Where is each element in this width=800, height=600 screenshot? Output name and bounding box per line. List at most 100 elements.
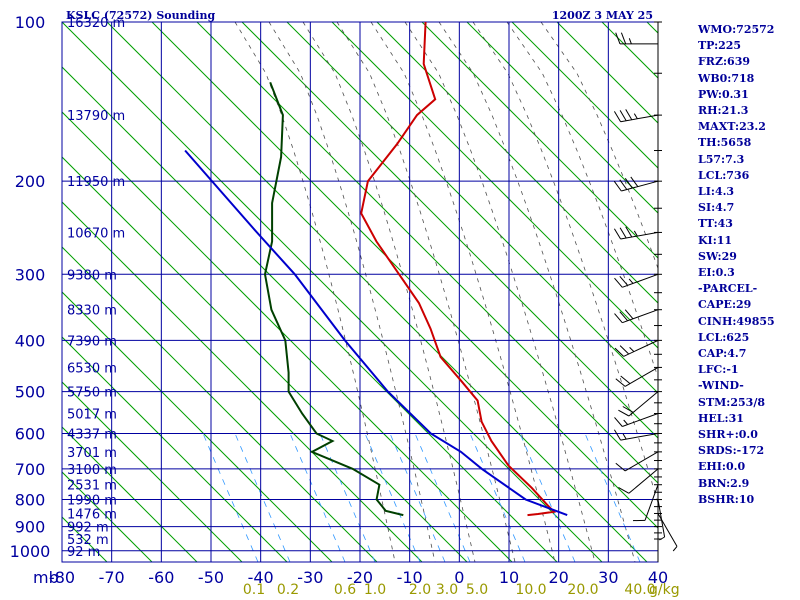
wind-barb	[621, 180, 659, 192]
mixing-ratio-label: 3.0	[436, 582, 458, 598]
wind-barb-flag	[620, 32, 627, 45]
height-label: 1990 m	[67, 494, 117, 509]
dry-adiabats	[62, 22, 658, 562]
wind-barb-flag	[614, 277, 623, 288]
dry-adiabat-line	[62, 471, 153, 562]
stat-entry: HEL:31	[698, 411, 744, 425]
stat-entry: RH:21.3	[698, 104, 749, 117]
stat-entry: EI:0.3	[698, 266, 735, 279]
wind-barb-flag	[619, 110, 627, 121]
wind-barb-flag	[624, 178, 633, 189]
mixing-ratio-line	[319, 433, 376, 562]
moist-adiabat-line	[472, 22, 658, 505]
pressure-tick-label: 900	[15, 518, 46, 537]
height-label: 3100 m	[67, 463, 117, 478]
stat-entry: LCL:736	[698, 168, 750, 182]
stat-entry: TH:5658	[698, 136, 752, 150]
wind-barb	[624, 366, 659, 387]
height-label: 992 m	[67, 521, 109, 536]
wind-barb	[644, 484, 659, 521]
wind-barb	[620, 432, 659, 441]
dry-adiabat-line	[62, 201, 423, 562]
temperature-tick-label: -60	[148, 568, 174, 587]
pressure-unit-label: mb	[33, 568, 59, 587]
dry-adiabat-line	[62, 111, 513, 562]
mixing-ratio-line	[519, 433, 576, 562]
height-label: 5017 m	[67, 408, 117, 423]
stat-entry: SHR+:0.0	[698, 428, 758, 441]
wind-barb-flag	[615, 32, 621, 45]
wind-barb-flag	[625, 109, 633, 120]
stat-entry: LFC:-1	[698, 363, 739, 377]
mixing-ratio-label: 0.2	[277, 582, 299, 598]
mixing-ratio-label: 0.1	[243, 582, 265, 598]
wind-barb-flag	[623, 419, 628, 425]
wind-barb-flag	[613, 429, 622, 441]
wind-barb	[624, 451, 659, 472]
mixing-ratio-line	[469, 433, 526, 562]
height-label: 92 m	[67, 545, 100, 560]
wind-barb-flag	[624, 309, 634, 320]
mixing-ratio-label: 0.6	[334, 582, 356, 598]
pressure-tick-label: 1000	[10, 542, 51, 561]
stat-entry: BSHR:10	[698, 492, 755, 506]
wind-barb-flag	[618, 409, 630, 417]
stat-entry: MAXT:23.2	[698, 120, 766, 134]
wind-barb-flag	[618, 486, 630, 494]
height-label: 5750 m	[67, 386, 117, 401]
stat-entry: LCL:625	[698, 330, 750, 344]
wind-barb	[620, 231, 659, 240]
temperature-tick-label: 40	[648, 568, 668, 587]
dry-adiabat-line	[511, 22, 658, 169]
moist-adiabat-line	[302, 22, 476, 562]
wind-barb-flag	[615, 378, 626, 387]
wind-barb-flag	[613, 228, 622, 240]
moist-adiabat-line	[336, 22, 516, 562]
wind-barb-flag	[619, 227, 627, 239]
dry-adiabat-line	[466, 22, 658, 214]
wind-barb-flag	[622, 433, 627, 440]
temperature-tick-label: 0	[454, 568, 464, 587]
temperature-tick-label: -20	[347, 568, 373, 587]
dry-adiabat-line	[376, 22, 658, 304]
stat-entry: WMO:72572	[698, 23, 775, 36]
wind-barb-flag	[619, 311, 628, 322]
dry-adiabat-line	[151, 22, 658, 529]
stat-entry: -WIND-	[698, 379, 744, 393]
temperature-tick-label: 20	[548, 568, 568, 587]
wind-barb-flag	[619, 179, 628, 190]
wind-barb	[628, 468, 659, 494]
dry-adiabat-line	[556, 22, 658, 124]
wind-barb-flag	[659, 536, 665, 541]
temperature-tick-label: 10	[499, 568, 519, 587]
mixing-ratio-line	[584, 433, 641, 562]
temperature-tick-label: -80	[49, 568, 75, 587]
stat-entry: PW:0.31	[698, 87, 749, 101]
mixing-ratio-label: 20.0	[567, 582, 598, 598]
temperature-trace	[360, 22, 557, 517]
stat-entry: CINH:49855	[698, 314, 775, 328]
height-label: 13790 m	[67, 109, 125, 124]
height-label: 10670 m	[67, 226, 125, 241]
wind-barb	[622, 413, 659, 427]
wind-barb-flag	[613, 111, 622, 122]
wind-barb-flag	[614, 347, 624, 357]
dewpoint-trace	[263, 81, 404, 517]
wind-barb	[657, 513, 678, 547]
mixing-ratio-label: 10.0	[515, 582, 546, 598]
wind-barbs	[613, 21, 678, 562]
dry-adiabat-line	[286, 22, 658, 394]
dry-adiabat-line	[62, 336, 288, 562]
stat-entry: FRZ:639	[698, 55, 751, 69]
dry-adiabat-line	[62, 246, 378, 562]
dry-adiabat-line	[62, 426, 198, 562]
wind-barb-flag	[625, 226, 633, 238]
date-title: 1200Z 3 MAY 25	[552, 9, 653, 22]
pressure-tick-label: 500	[15, 383, 46, 402]
dry-adiabat-line	[62, 156, 468, 562]
dry-adiabat-line	[106, 22, 648, 562]
height-label: 3701 m	[67, 446, 117, 461]
wind-barb	[622, 309, 659, 324]
height-label: 8330 m	[67, 304, 117, 319]
